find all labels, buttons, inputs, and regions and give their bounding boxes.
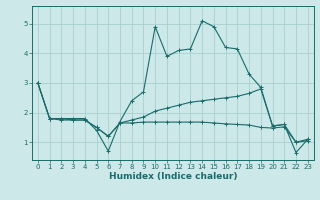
X-axis label: Humidex (Indice chaleur): Humidex (Indice chaleur) (108, 172, 237, 181)
